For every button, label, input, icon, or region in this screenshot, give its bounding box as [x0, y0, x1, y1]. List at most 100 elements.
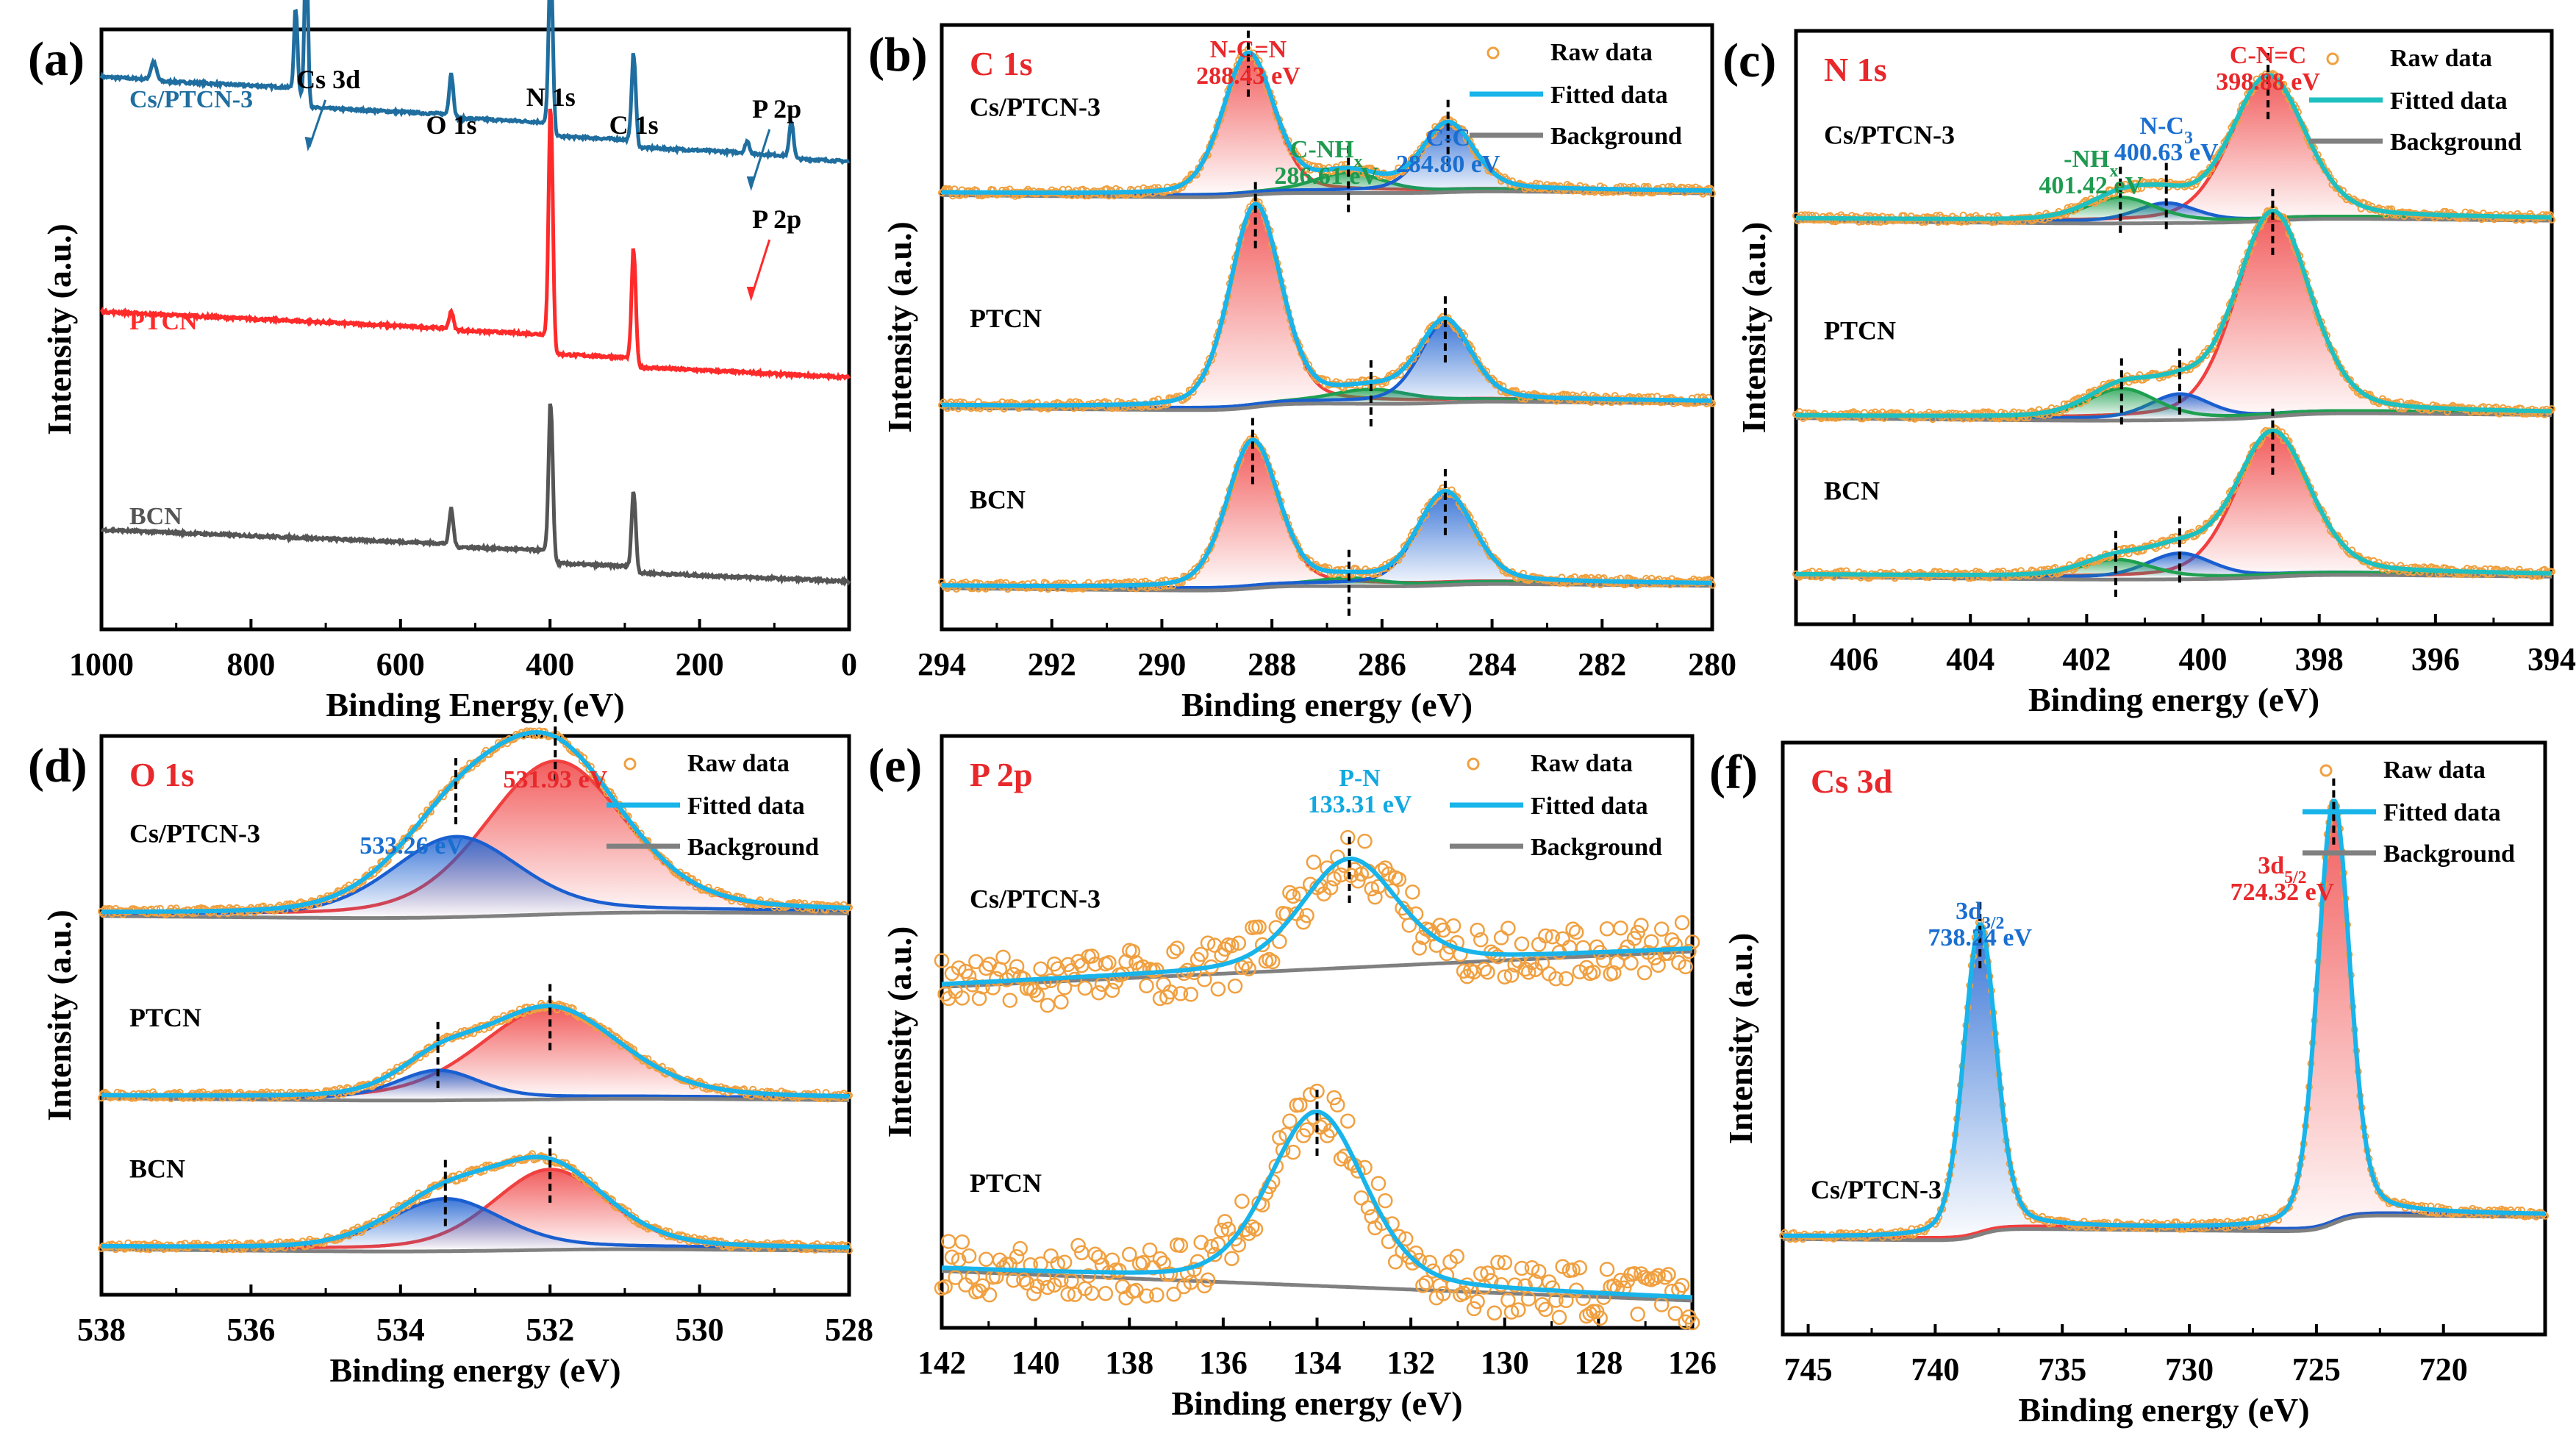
- raw-data-point: [1091, 1249, 1106, 1265]
- x-tick-label: 282: [1578, 646, 1626, 682]
- annotation-arrowhead: [746, 287, 756, 301]
- raw-data-point: [1493, 930, 1509, 946]
- peak-label-value: 286.61 eV: [1274, 162, 1378, 190]
- raw-data-point: [1568, 924, 1584, 940]
- raw-data-point: [1043, 1248, 1059, 1264]
- raw-data-point: [1661, 1267, 1676, 1282]
- panel-title: P 2p: [970, 756, 1033, 793]
- raw-data-point: [1104, 982, 1120, 998]
- raw-data-point: [1040, 998, 1056, 1013]
- raw-data-point: [1166, 944, 1181, 959]
- raw-data-point: [1559, 971, 1574, 987]
- x-axis-label: Binding energy (eV): [329, 1351, 620, 1389]
- fitted-line: [942, 50, 1713, 196]
- plot-frame: [1781, 740, 2547, 1337]
- legend-raw-label: Raw data: [2383, 757, 2486, 784]
- x-tick-label: 404: [1946, 641, 1994, 677]
- legend-raw-marker: [623, 757, 637, 771]
- peak-label-value: 738.24 eV: [1928, 924, 2032, 951]
- sample-label: PTCN: [970, 1168, 1042, 1198]
- component-fill: [1796, 212, 2552, 418]
- x-tick-label: 735: [2038, 1351, 2086, 1387]
- y-axis-label: Intensity (a.u.): [40, 910, 78, 1121]
- peak-label-value: 724.32 eV: [2230, 879, 2335, 906]
- spectrum-bcn: BCN: [98, 1136, 853, 1254]
- spectrum-ptcn: PTCN: [98, 984, 853, 1103]
- y-axis-label: Intensity (a.u.): [1722, 933, 1759, 1145]
- raw-data-point: [1500, 921, 1516, 936]
- peak-label-value: 533.26 eV: [359, 832, 464, 860]
- sample-label: Cs/PTCN-3: [970, 884, 1101, 913]
- raw-data-point: [1370, 1176, 1387, 1191]
- series-line-cs-ptcn-3: [99, 0, 851, 165]
- raw-data-point: [995, 949, 1011, 965]
- raw-data-point: [978, 960, 994, 976]
- background-line: [942, 582, 1712, 593]
- peak-label-name: N-C=N: [1210, 36, 1287, 63]
- x-tick-label: 534: [376, 1312, 425, 1348]
- series-label: BCN: [129, 503, 182, 530]
- x-tick-label: 128: [1574, 1345, 1622, 1381]
- plot-frame: [1794, 29, 2554, 626]
- raw-data-point: [1282, 1113, 1298, 1129]
- raw-data-point: [1217, 1214, 1233, 1229]
- x-tick-label: 130: [1481, 1345, 1529, 1381]
- raw-data-point: [1653, 921, 1670, 937]
- sample-label: PTCN: [970, 304, 1042, 333]
- raw-data-point: [1674, 915, 1690, 931]
- x-tick-label: 745: [1784, 1351, 1833, 1387]
- raw-data-point: [941, 1234, 956, 1249]
- legend-bg-label: Background: [2390, 129, 2522, 156]
- x-tick-label: 292: [1028, 646, 1076, 682]
- raw-data-point: [1405, 885, 1420, 900]
- x-axis-label: Binding Energy (eV): [326, 686, 624, 723]
- raw-data-point: [1139, 978, 1154, 994]
- raw-data-point: [1210, 981, 1226, 997]
- peak-label-name: C-C: [1425, 124, 1470, 151]
- panel-label: (c): [1722, 34, 1776, 87]
- x-axis-label: Binding energy (eV): [2028, 681, 2319, 718]
- x-tick-label: 720: [2419, 1351, 2468, 1387]
- x-tick-label: 284: [1468, 646, 1517, 682]
- x-tick-label: 126: [1668, 1345, 1717, 1381]
- peak-annotation: O 1s: [426, 110, 476, 140]
- raw-data-point: [1227, 978, 1243, 994]
- raw-data-point: [1551, 1309, 1567, 1325]
- y-axis-label: Intensity (a.u.): [881, 926, 918, 1138]
- panel-label: (b): [868, 28, 928, 82]
- raw-data-point: [1149, 1287, 1164, 1303]
- legend-bg-label: Background: [1550, 123, 1682, 150]
- raw-data-point: [1565, 921, 1581, 937]
- sample-label: PTCN: [129, 1003, 201, 1032]
- raw-data-point: [1613, 921, 1628, 936]
- raw-data-point: [1002, 993, 1018, 1008]
- x-axis-label: Binding energy (eV): [1171, 1384, 1462, 1422]
- x-tick-label: 402: [2062, 641, 2111, 677]
- raw-data-point: [1306, 854, 1322, 870]
- panel-title: Cs 3d: [1811, 762, 1893, 800]
- legend-raw-marker: [2326, 52, 2339, 65]
- panel-title: O 1s: [129, 756, 194, 793]
- component-fill: [942, 172, 1712, 195]
- peak-annotation: Cs 3d: [296, 65, 360, 94]
- x-tick-label: 396: [2411, 641, 2460, 677]
- raw-data-point: [978, 1251, 994, 1268]
- component-line: [1796, 210, 2552, 418]
- legend-raw-label: Raw data: [1531, 750, 1633, 777]
- x-tick-label: 400: [526, 646, 574, 682]
- x-axis-label: Binding energy (eV): [1181, 686, 1473, 723]
- x-tick-label: 0: [841, 646, 857, 682]
- series-label: PTCN: [129, 308, 198, 335]
- panel-title: C 1s: [970, 45, 1033, 82]
- sample-label: BCN: [1824, 476, 1880, 506]
- raw-data-point: [1340, 1113, 1356, 1129]
- sample-label: Cs/PTCN-3: [1811, 1175, 1942, 1204]
- fitted-line: [1796, 209, 2552, 418]
- panel-title: N 1s: [1824, 51, 1887, 88]
- peak-annotation: P 2p: [752, 94, 801, 124]
- raw-data-point: [1378, 1193, 1393, 1209]
- sample-label: BCN: [129, 1154, 185, 1183]
